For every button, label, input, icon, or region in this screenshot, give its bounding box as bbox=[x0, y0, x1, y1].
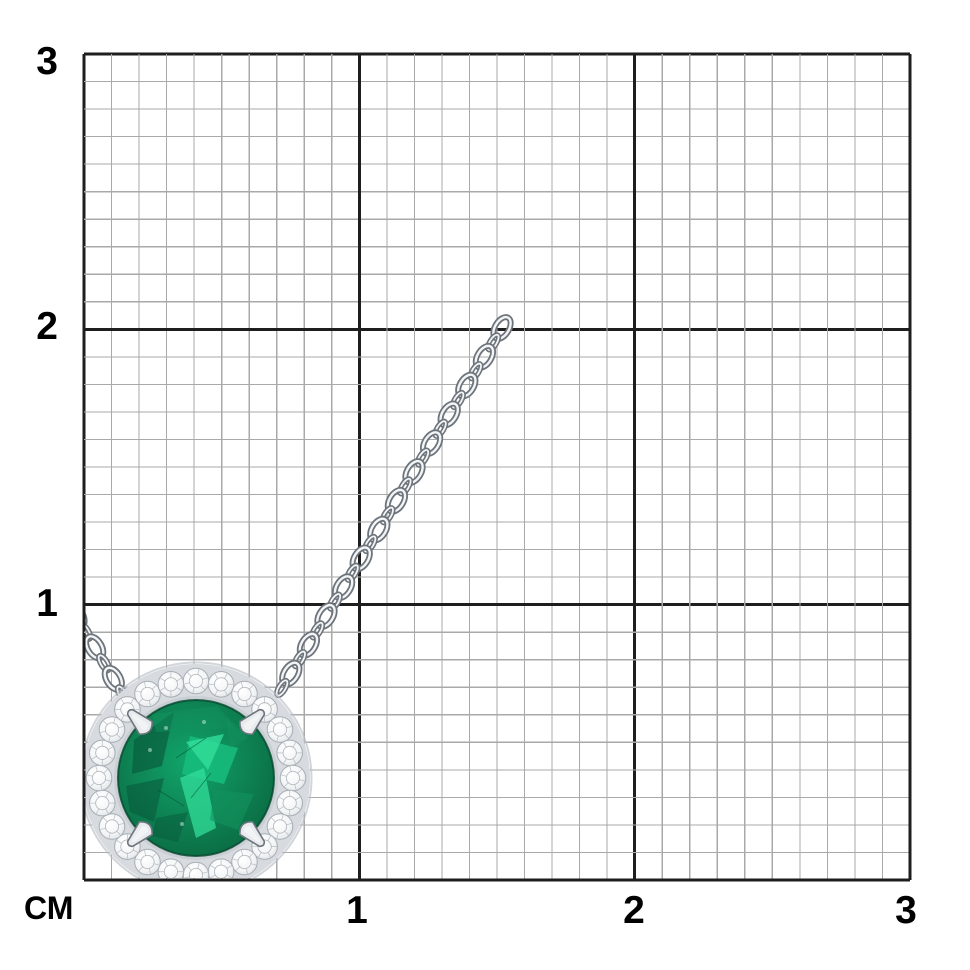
prong bbox=[126, 821, 153, 848]
chain-link bbox=[379, 505, 396, 526]
necklace bbox=[85, 314, 514, 878]
halo-diamond bbox=[98, 716, 126, 743]
halo-diamond bbox=[98, 813, 126, 840]
chain-link bbox=[455, 371, 479, 400]
halo-diamond bbox=[157, 671, 185, 698]
chain-link bbox=[467, 361, 484, 382]
halo-diamond bbox=[89, 789, 116, 817]
chain-link bbox=[384, 486, 409, 515]
halo-diamond bbox=[134, 848, 161, 876]
x-axis-label-2cm: 2 bbox=[623, 889, 645, 932]
chain-link bbox=[432, 418, 449, 439]
halo-diamond bbox=[182, 667, 210, 695]
halo-diamond bbox=[89, 739, 116, 767]
y-axis-label-3cm: 3 bbox=[36, 40, 58, 83]
chain bbox=[85, 314, 514, 724]
chain-link bbox=[397, 476, 414, 497]
halo-diamond bbox=[276, 739, 303, 767]
y-axis-label-1cm: 1 bbox=[36, 582, 58, 625]
chain-link bbox=[490, 314, 514, 342]
chain-link bbox=[279, 659, 303, 688]
halo-diamond bbox=[276, 789, 303, 817]
x-axis-label-3cm: 3 bbox=[895, 889, 917, 932]
chain-link bbox=[291, 649, 308, 670]
diamond-halo bbox=[85, 661, 313, 878]
halo-diamond bbox=[207, 858, 235, 878]
halo-diamond bbox=[157, 858, 185, 878]
halo-diamond bbox=[279, 764, 307, 792]
chain-link bbox=[437, 400, 461, 429]
halo-diamond bbox=[134, 680, 161, 708]
chain-link bbox=[367, 515, 391, 544]
prongs bbox=[126, 708, 266, 848]
halo-diamond bbox=[85, 764, 113, 792]
chain-link bbox=[472, 342, 497, 371]
chain-link bbox=[485, 332, 502, 353]
chain-link bbox=[349, 544, 373, 573]
chain-link bbox=[331, 573, 356, 602]
chain-link bbox=[344, 562, 361, 583]
chain-link bbox=[414, 447, 431, 468]
x-axis-label-1cm: 1 bbox=[346, 889, 368, 932]
chain-link bbox=[314, 602, 338, 630]
y-axis-label-2cm: 2 bbox=[36, 305, 58, 348]
chain-link bbox=[326, 591, 343, 612]
emerald-gemstone bbox=[114, 696, 278, 860]
prong bbox=[239, 821, 266, 848]
chain-link bbox=[402, 458, 426, 486]
chain-link bbox=[362, 533, 378, 555]
chain-link bbox=[309, 620, 326, 641]
halo-diamond bbox=[266, 813, 294, 840]
halo-diamond bbox=[266, 716, 294, 743]
measurement-grid bbox=[82, 52, 912, 882]
unit-label-cm: СМ bbox=[24, 890, 74, 926]
chain-link bbox=[419, 429, 444, 458]
chain-link bbox=[450, 389, 466, 411]
pendant bbox=[85, 661, 313, 878]
prong bbox=[126, 708, 153, 735]
chain-link bbox=[296, 630, 321, 659]
prong bbox=[239, 708, 266, 735]
halo-diamond bbox=[231, 680, 258, 708]
halo-diamond bbox=[207, 671, 235, 698]
halo-diamond bbox=[231, 848, 258, 876]
halo-diamond bbox=[182, 861, 210, 878]
